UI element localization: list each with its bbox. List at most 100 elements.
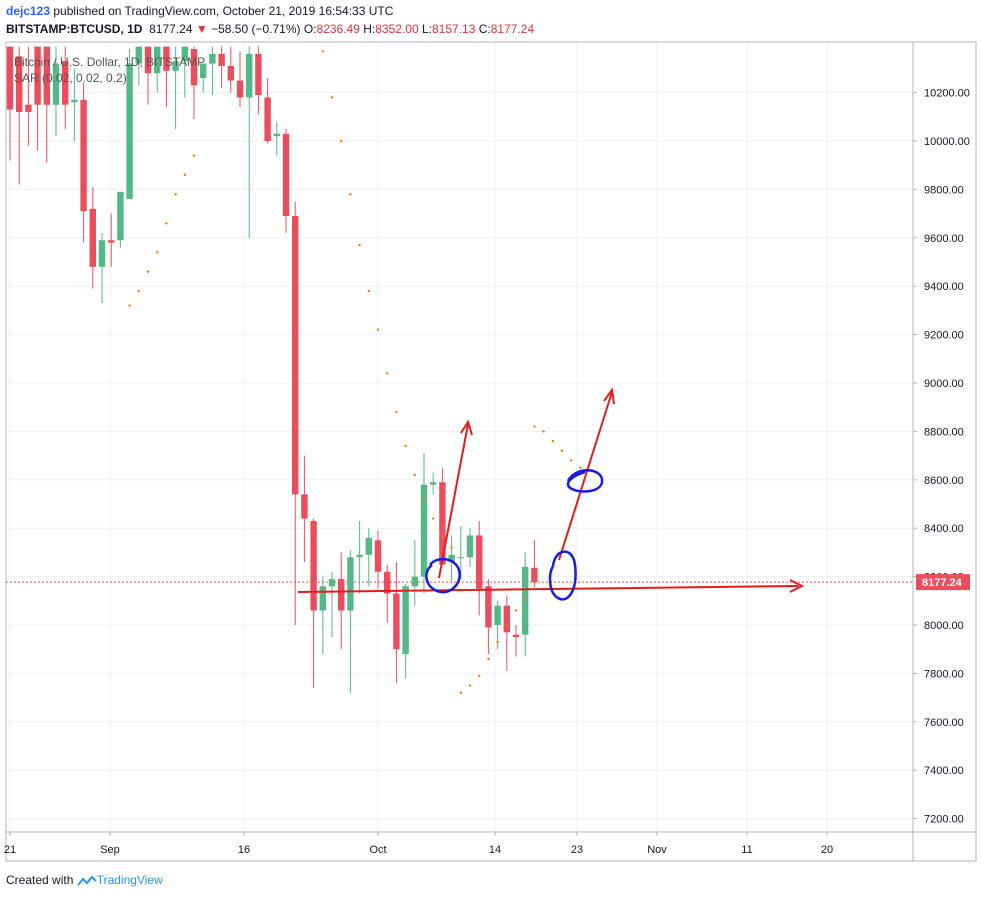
candle-body (16, 56, 23, 112)
low-value: 8157.13 (432, 22, 476, 36)
sar-dot (349, 193, 352, 196)
candle-body (264, 97, 271, 141)
candle-body (246, 53, 253, 98)
sar-dot (183, 173, 186, 177)
sar-dot (450, 546, 453, 549)
candle (264, 78, 271, 144)
sar-dot (386, 372, 389, 375)
candle-body (393, 593, 400, 650)
horizontal-arrow-line (297, 585, 799, 593)
y-tick-label: 7600.00 (924, 717, 964, 729)
author-link[interactable]: dejc123 (6, 4, 51, 18)
sar-dot (505, 623, 508, 627)
chart-outer-border (5, 41, 977, 862)
candle (163, 46, 170, 108)
candle (34, 46, 41, 151)
price-axis[interactable]: 7200.007400.007600.007800.008000.008200.… (913, 88, 970, 826)
publish-info: dejc123 published on TradingView.com, Oc… (6, 4, 393, 18)
candle-body (420, 484, 428, 577)
change-value: −58.50 (−0.71%) (211, 22, 301, 36)
candle-body (236, 80, 244, 98)
up-arrow-1-head (460, 419, 473, 436)
time-axis[interactable]: 21 Sep 16 Oct 14 23 Nov 11 20 (4, 832, 833, 856)
candle (282, 128, 290, 233)
candle (25, 46, 32, 146)
candle-body (144, 46, 152, 74)
sar-dot (533, 425, 536, 428)
sar-dot (459, 691, 462, 694)
candle (218, 46, 225, 88)
candle (190, 46, 198, 120)
low-label: L: (421, 22, 432, 36)
candle (393, 562, 400, 684)
open-label: O: (303, 22, 317, 36)
candle-body (172, 61, 179, 71)
y-tick-label: 7200.00 (924, 814, 964, 826)
sar-dot (146, 270, 150, 273)
high-label: H: (363, 22, 376, 36)
candle-body (43, 46, 50, 105)
sar-dot (487, 657, 490, 661)
candle-body (181, 46, 188, 62)
plot-border (5, 41, 914, 833)
candle-body (503, 605, 510, 633)
candle (301, 455, 308, 563)
footer: Created with TradingView (6, 873, 163, 887)
candle-body (384, 571, 391, 594)
sar-dot (413, 473, 416, 477)
candle-body (319, 586, 326, 611)
candle (62, 46, 69, 129)
sar-dot (367, 289, 370, 293)
candle (126, 49, 133, 200)
candle-body (98, 240, 106, 267)
sar-dot (422, 497, 426, 501)
sar-dot (468, 684, 472, 687)
candle (144, 46, 152, 105)
candle (328, 571, 336, 638)
candle-body (411, 576, 418, 587)
candle-body (52, 63, 60, 105)
x-tick-label: 11 (741, 844, 752, 856)
sar-dot (128, 304, 131, 307)
sar-dot (478, 674, 481, 678)
candle-body (476, 535, 483, 589)
candle (384, 564, 391, 623)
candle (457, 525, 464, 580)
candle-body (328, 579, 336, 587)
candle-body (190, 49, 198, 86)
candle (310, 518, 317, 688)
up-arrow-2-head (603, 387, 615, 405)
candle-body (80, 99, 87, 212)
candle (200, 63, 207, 93)
close-value: 8177.24 (490, 22, 535, 36)
open-value: 8236.49 (316, 22, 360, 36)
footer-brand[interactable]: TradingView (96, 873, 163, 887)
candle-body (457, 557, 464, 559)
y-tick-label: 8600.00 (924, 475, 964, 487)
horizontal-arrow-head (789, 579, 805, 593)
circle-annotation-3 (566, 469, 604, 493)
candle (172, 46, 179, 129)
candle (80, 82, 87, 243)
candle (52, 46, 60, 137)
sar-dot (165, 222, 168, 225)
candle-body (522, 566, 529, 635)
candle (512, 625, 520, 657)
x-tick-label: 21 (4, 844, 16, 856)
sar-dot (340, 139, 343, 143)
y-tick-label: 7800.00 (924, 668, 964, 680)
candle-body (494, 605, 501, 625)
candle-body (430, 482, 437, 485)
legend-indicator: SAR (0.02, 0.02, 0.2) (14, 71, 127, 85)
candle-body (89, 208, 96, 267)
y-tick-label: 10200.00 (924, 88, 970, 100)
footer-created: Created with (6, 873, 77, 887)
candle-body (6, 46, 14, 110)
candles (6, 46, 538, 693)
candle-body (227, 65, 234, 81)
candle (365, 528, 372, 587)
sar-dot (441, 536, 444, 540)
candle (374, 530, 382, 589)
candle (402, 583, 409, 679)
